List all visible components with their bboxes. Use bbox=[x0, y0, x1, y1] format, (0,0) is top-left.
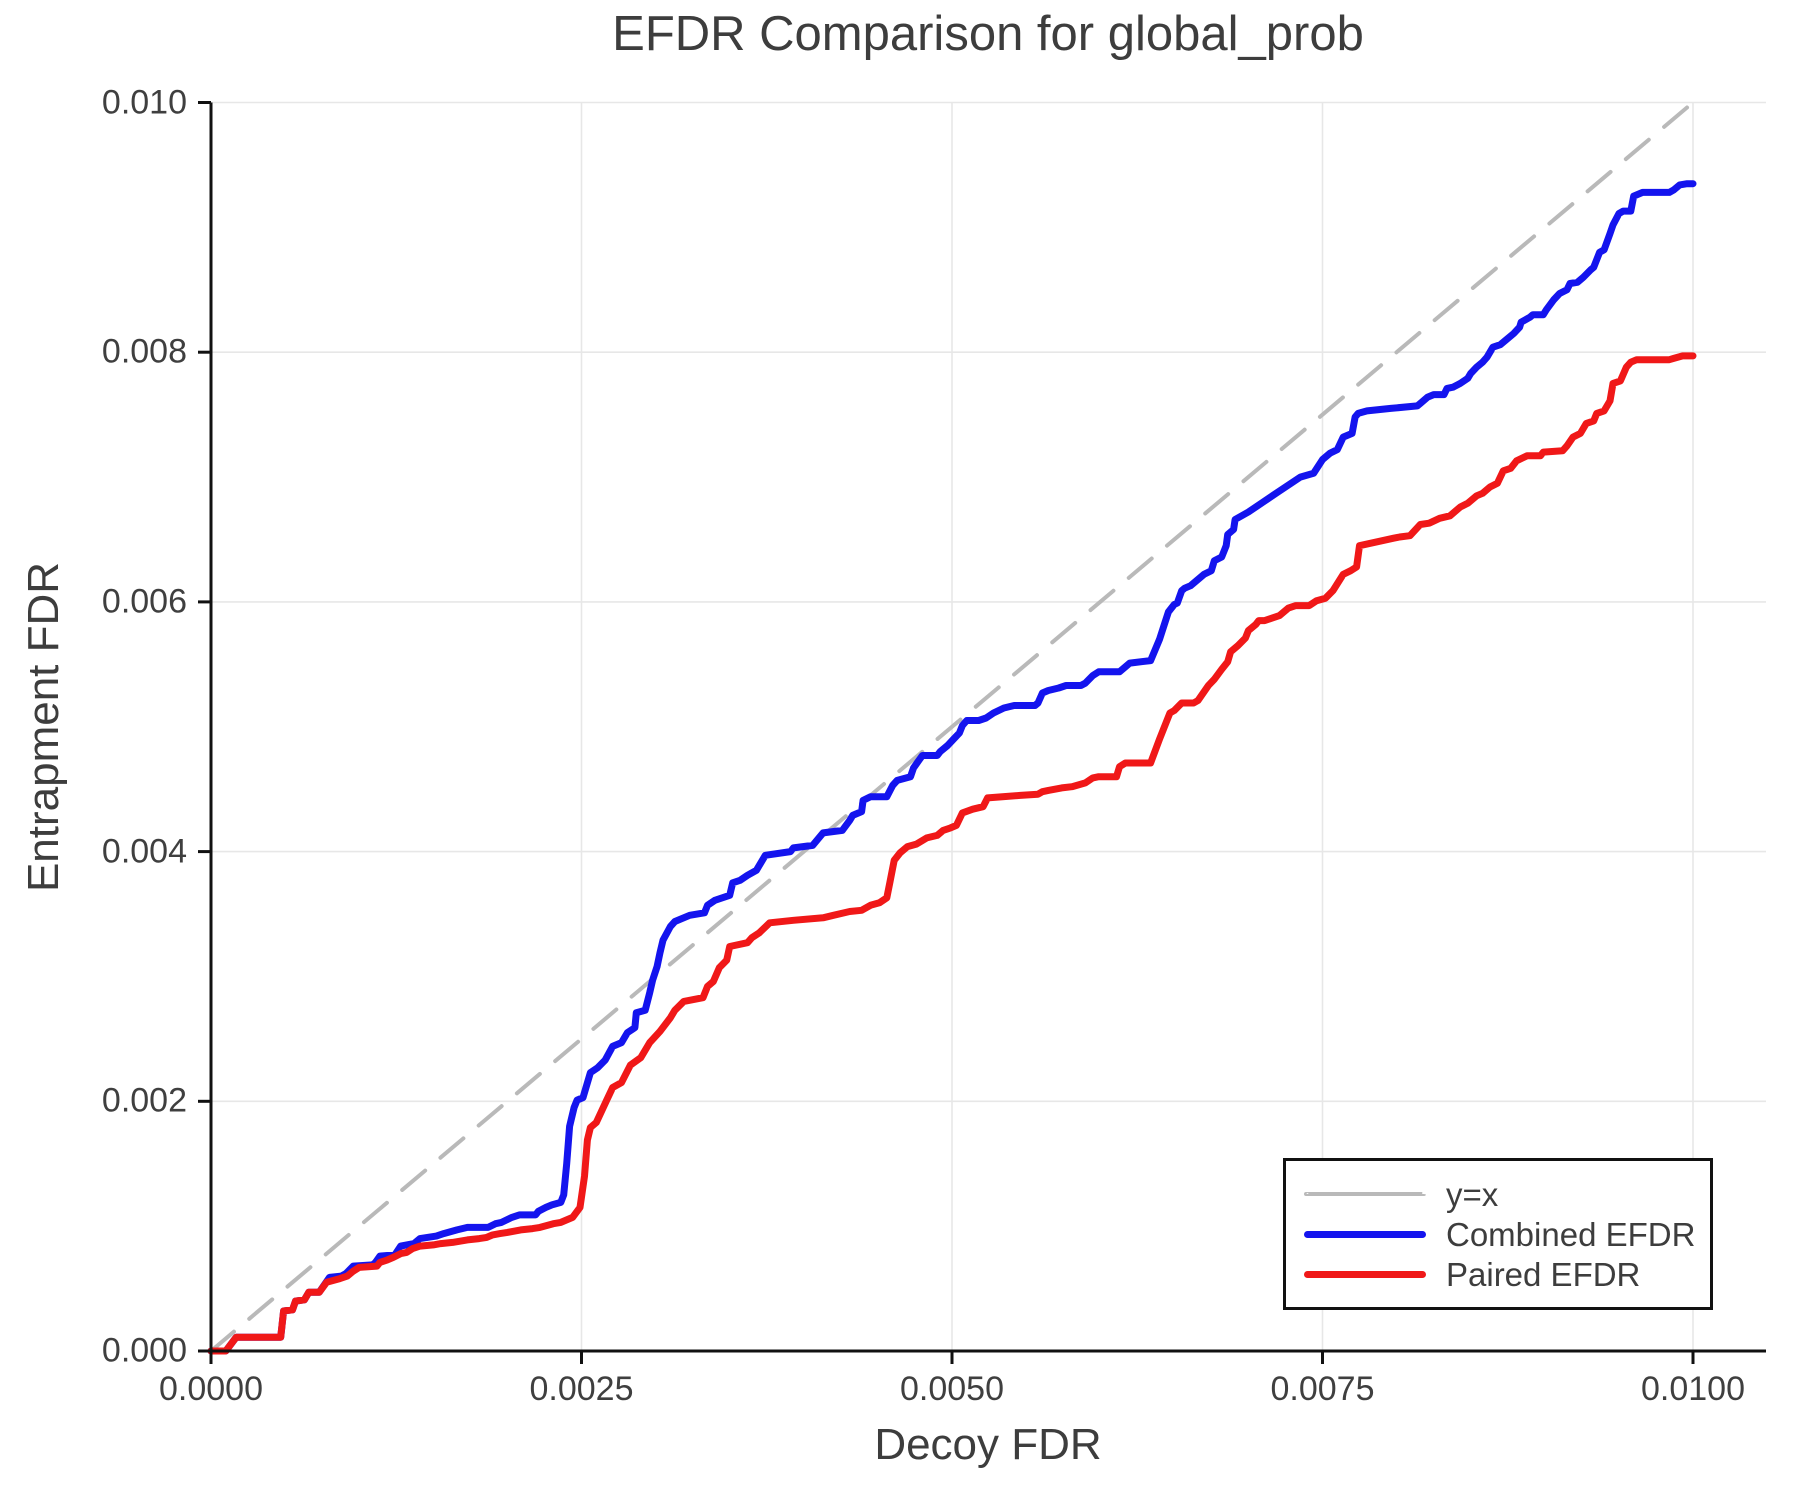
y-tick-label: 0.000 bbox=[101, 1331, 187, 1370]
y-tick-label: 0.004 bbox=[101, 832, 187, 871]
legend-item: Paired EFDR bbox=[1304, 1255, 1710, 1293]
legend-line-sample bbox=[1304, 1192, 1426, 1196]
x-tick-label: 0.0025 bbox=[529, 1370, 634, 1408]
x-tick-label: 0.0000 bbox=[159, 1370, 263, 1408]
legend-item: Combined EFDR bbox=[1304, 1215, 1710, 1253]
x-tick-label: 0.0050 bbox=[900, 1370, 1004, 1408]
legend: y=x Combined EFDR Paired EFDR bbox=[1283, 1158, 1713, 1310]
legend-line-sample bbox=[1304, 1230, 1426, 1238]
legend-label: Paired EFDR bbox=[1446, 1255, 1641, 1293]
x-tick-label: 0.0100 bbox=[1641, 1370, 1745, 1408]
series-line-y-x bbox=[209, 100, 1695, 1353]
y-tick-label: 0.006 bbox=[101, 582, 187, 621]
y-tick-label: 0.008 bbox=[101, 332, 187, 371]
legend-label: Combined EFDR bbox=[1446, 1215, 1696, 1253]
y-tick-label: 0.002 bbox=[101, 1081, 187, 1120]
y-tick-label: 0.010 bbox=[101, 83, 187, 121]
legend-line-sample bbox=[1304, 1270, 1426, 1278]
series-line-paired-efdr bbox=[207, 352, 1697, 1355]
y-axis-label: Entrapment FDR bbox=[19, 561, 68, 893]
series-line-combined-efdr bbox=[207, 180, 1697, 1355]
chart-title: EFDR Comparison for global_prob bbox=[612, 7, 1364, 61]
legend-label: y=x bbox=[1446, 1175, 1499, 1213]
legend-item: y=x bbox=[1304, 1175, 1710, 1213]
x-axis-label: Decoy FDR bbox=[874, 1420, 1102, 1469]
x-tick-label: 0.0075 bbox=[1270, 1370, 1375, 1408]
